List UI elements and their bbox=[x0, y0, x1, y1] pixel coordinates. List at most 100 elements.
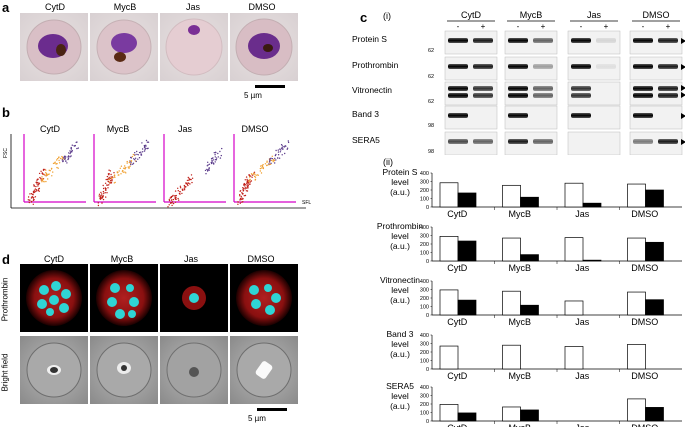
bar-chart-category-label: CytD bbox=[447, 209, 468, 219]
blot-band bbox=[596, 38, 616, 43]
blot-lane-group bbox=[504, 56, 558, 81]
bar-chart-category-label: CytD bbox=[447, 371, 468, 381]
blot-band bbox=[533, 64, 553, 69]
blot-lane-group bbox=[504, 131, 558, 155]
bar-chart-category-label: DMSO bbox=[631, 317, 658, 327]
bar-open bbox=[564, 182, 584, 208]
bar-filled bbox=[457, 240, 477, 262]
bar-chart-category-label: CytD bbox=[447, 263, 468, 273]
blot-lane-group bbox=[629, 131, 683, 155]
bar-chart-category-label: MycB bbox=[509, 263, 532, 273]
bar-open bbox=[439, 289, 459, 316]
blot-arrow bbox=[681, 113, 685, 119]
bar-open bbox=[627, 398, 646, 422]
bar-chart-ylabel-unit: (a.u.) bbox=[390, 241, 410, 251]
bar-chart-tick-label: 400 bbox=[420, 171, 429, 177]
blot-band bbox=[596, 64, 616, 69]
c-sub-label-ii: (ii) bbox=[383, 157, 393, 167]
blot-band bbox=[448, 139, 468, 144]
bar-chart-category-label: MycB bbox=[509, 209, 532, 219]
a-image-jas bbox=[160, 13, 228, 81]
panel-a-label: a bbox=[2, 0, 10, 15]
blot-mw-marker: 62 bbox=[428, 74, 434, 80]
blot-band bbox=[448, 93, 468, 98]
blot-lane-group bbox=[567, 105, 621, 130]
blot-lane-group bbox=[567, 131, 621, 155]
bar-chart-category-label: Jas bbox=[575, 263, 590, 273]
blot-sign-plus: + bbox=[604, 22, 609, 31]
blot-arrow bbox=[681, 139, 685, 145]
blot-band bbox=[658, 86, 678, 91]
bar-open bbox=[439, 345, 459, 370]
blot-band bbox=[571, 38, 591, 43]
bar-filled bbox=[645, 241, 664, 262]
blot-sign-plus: + bbox=[481, 22, 486, 31]
blot-row-label: Vitronectin bbox=[352, 85, 392, 95]
blot-band bbox=[473, 86, 493, 91]
blot-mw-marker: 62 bbox=[428, 99, 434, 105]
panel-c-label: c bbox=[360, 10, 368, 25]
blot-band bbox=[658, 93, 678, 98]
bar-chart-title: Band 3 bbox=[387, 329, 414, 339]
blot-lane-group bbox=[444, 56, 498, 81]
blot-mw-marker: 62 bbox=[428, 48, 434, 54]
bar-chart-category-label: MycB bbox=[509, 317, 532, 327]
blot-lane-group bbox=[629, 30, 683, 55]
bar-filled bbox=[457, 299, 477, 316]
bar-open bbox=[627, 237, 646, 262]
blot-lane-group bbox=[504, 105, 558, 130]
bar-filled bbox=[582, 202, 602, 208]
d-row-label-brightfield: Bright field bbox=[0, 353, 10, 392]
d-fluor-dmso bbox=[230, 264, 298, 332]
d-fluor-mycb bbox=[90, 264, 158, 332]
panel-d-label: d bbox=[2, 252, 10, 267]
bar-chart-category-label: CytD bbox=[447, 317, 468, 327]
bar-chart-category-label: DMSO bbox=[631, 263, 658, 273]
bar-chart-category-label: Jas bbox=[575, 371, 590, 381]
bar-filled bbox=[520, 254, 539, 262]
blot-band bbox=[633, 86, 653, 91]
b-label-mycb: MycB bbox=[106, 124, 130, 134]
bar-open bbox=[439, 182, 459, 208]
bar-chart-ylabel-unit: (a.u.) bbox=[390, 401, 410, 411]
bar-chart-category-label: Jas bbox=[575, 209, 590, 219]
bar-chart-category-label: DMSO bbox=[631, 371, 658, 381]
panel-a-micrographs bbox=[20, 13, 298, 88]
blot-mw-marker: 98 bbox=[428, 123, 434, 129]
blot-sign-minus: - bbox=[457, 22, 460, 31]
blot-band bbox=[571, 93, 591, 98]
bar-chart-tick-label: 300 bbox=[420, 180, 429, 186]
blot-header-mycb: MycB bbox=[520, 10, 543, 20]
bar-open bbox=[564, 300, 584, 316]
blot-band bbox=[633, 113, 653, 118]
bar-filled bbox=[457, 192, 477, 208]
blot-band bbox=[508, 38, 528, 43]
blot-row-label: Prothrombin bbox=[352, 60, 399, 70]
blot-band bbox=[473, 139, 493, 144]
bar-chart-title: Protein S bbox=[383, 167, 418, 177]
blot-sign-minus: - bbox=[517, 22, 520, 31]
blot-lane-group bbox=[444, 131, 498, 155]
blot-band bbox=[533, 139, 553, 144]
blot-lane-group bbox=[444, 81, 498, 106]
blot-lane-group bbox=[444, 105, 498, 130]
bar-chart-tick-label: 200 bbox=[420, 402, 429, 408]
a-label-cytd: CytD bbox=[45, 2, 65, 12]
blot-band bbox=[633, 93, 653, 98]
bar-chart-ylabel-unit: (a.u.) bbox=[390, 295, 410, 305]
b-label-jas: Jas bbox=[177, 124, 192, 134]
d-label-mycb: MycB bbox=[110, 254, 134, 264]
blot-sign-minus: - bbox=[642, 22, 645, 31]
bar-open bbox=[564, 237, 584, 262]
bar-chart-ylabel-level: level bbox=[391, 231, 409, 241]
blot-lane-group bbox=[567, 81, 621, 106]
blot-band bbox=[533, 93, 553, 98]
blot-sign-minus: - bbox=[580, 22, 583, 31]
bar-chart-ylabel-unit: (a.u.) bbox=[390, 349, 410, 359]
blot-band bbox=[658, 139, 678, 144]
flow-plot-cytd bbox=[23, 134, 86, 205]
d-fluor-cytd bbox=[20, 264, 88, 332]
